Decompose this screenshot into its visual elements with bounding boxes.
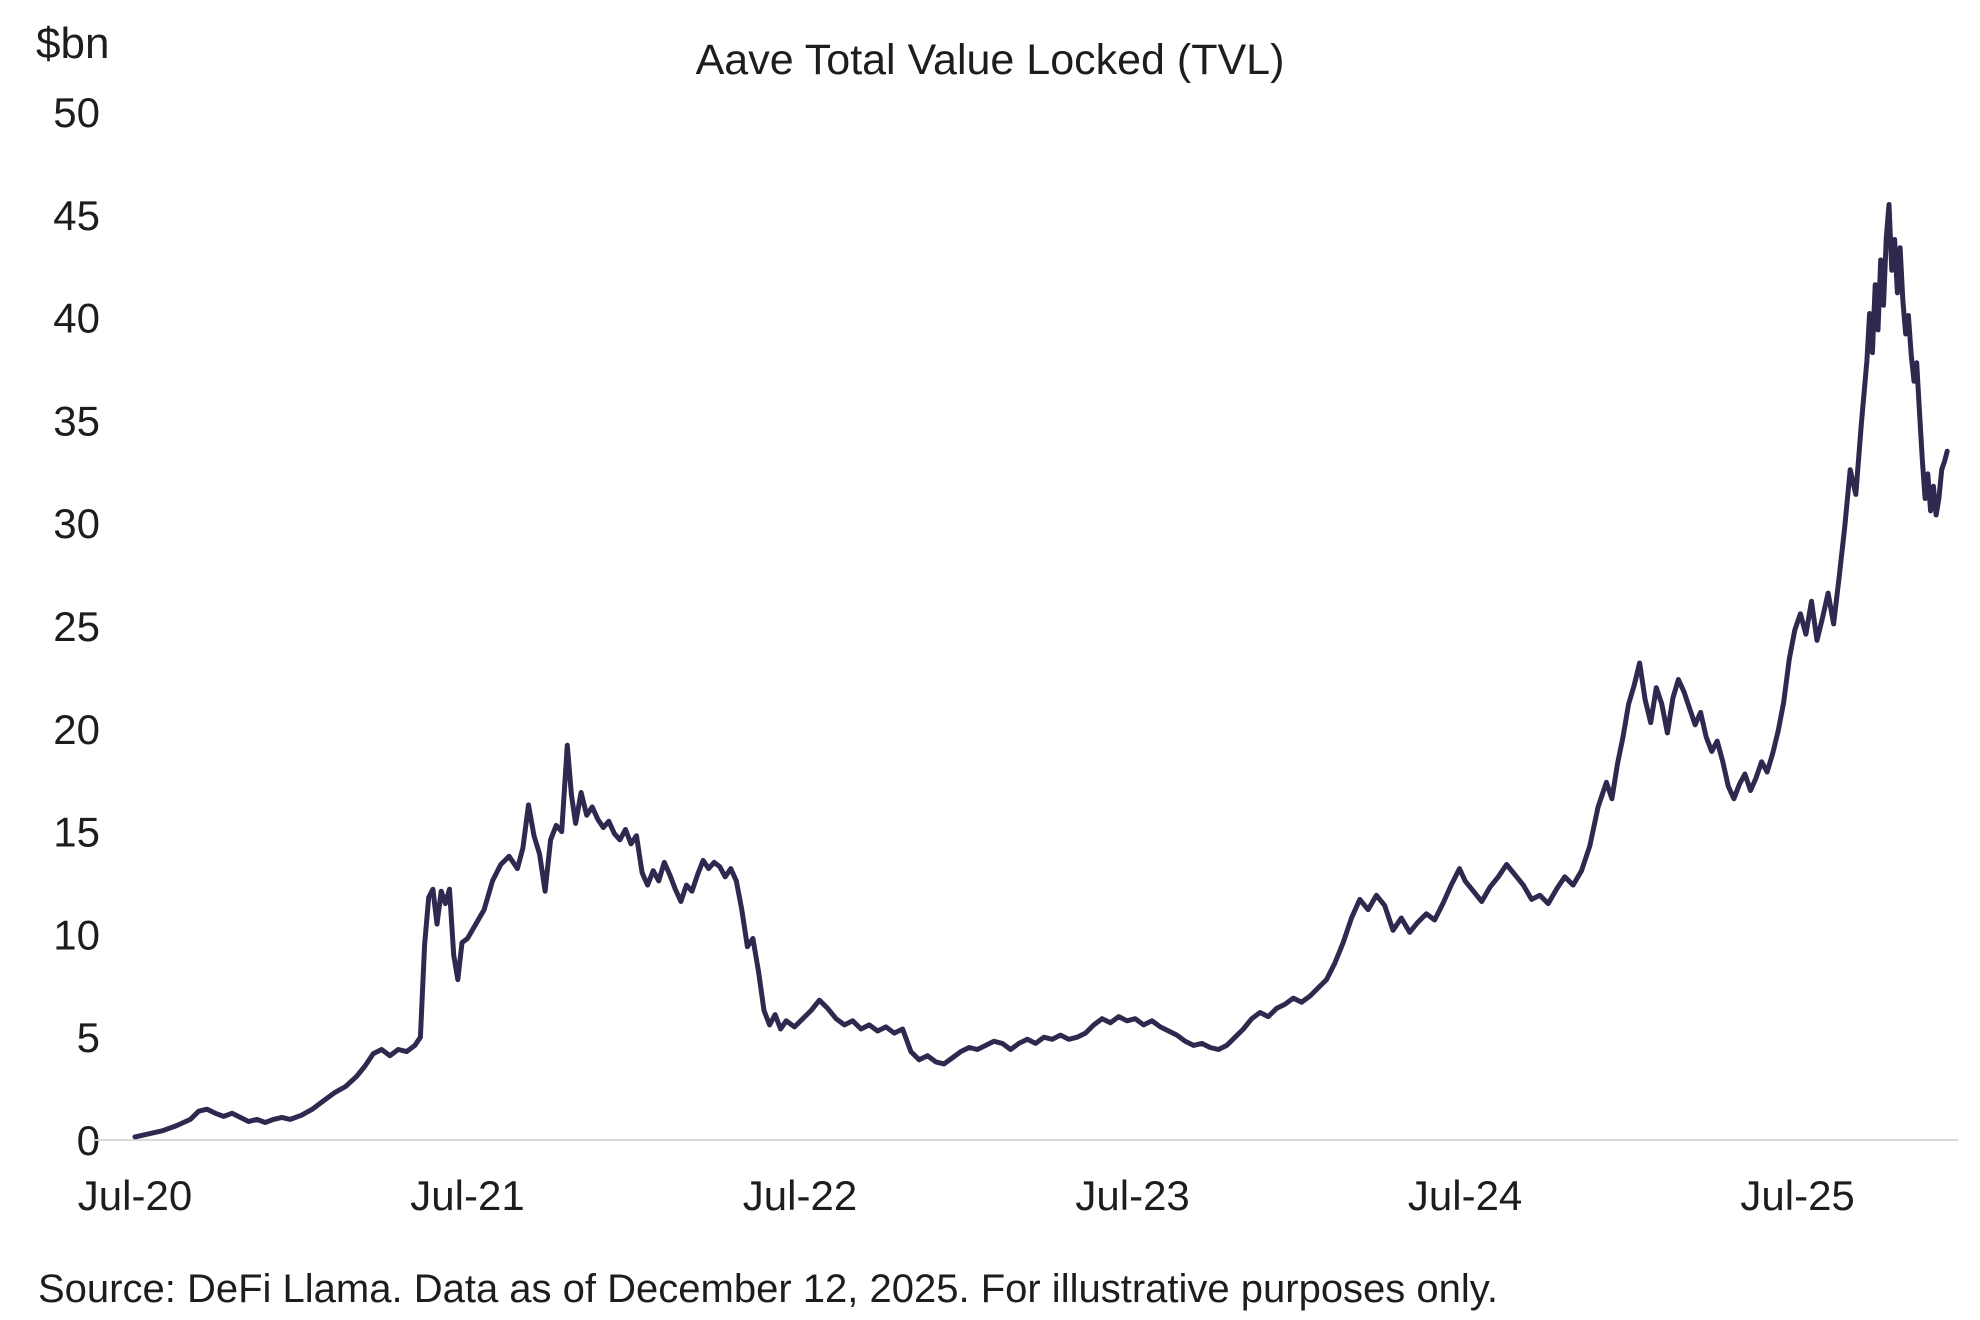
y-tick-label: 25 [53, 603, 100, 650]
y-tick-label: 10 [53, 911, 100, 958]
x-tick-label: Jul-21 [410, 1172, 524, 1219]
source-note: Source: DeFi Llama. Data as of December … [38, 1267, 1498, 1311]
y-tick-label: 0 [77, 1117, 100, 1164]
y-tick-label: 20 [53, 706, 100, 753]
y-tick-label: 30 [53, 500, 100, 547]
y-tick-label: 15 [53, 809, 100, 856]
x-axis-tick-labels: Jul-20 Jul-21 Jul-22 Jul-23 Jul-24 Jul-25 [78, 1172, 1855, 1219]
y-tick-label: 50 [53, 89, 100, 136]
tvl-line-series [132, 202, 1950, 1140]
x-tick-label: Jul-25 [1740, 1172, 1854, 1219]
chart-title: Aave Total Value Locked (TVL) [696, 36, 1285, 84]
y-tick-label: 5 [77, 1014, 100, 1061]
x-tick-label: Jul-24 [1408, 1172, 1522, 1219]
y-axis-tick-labels: 0 5 10 15 20 25 30 35 40 45 50 [53, 89, 100, 1164]
x-tick-label: Jul-23 [1075, 1172, 1189, 1219]
y-tick-label: 40 [53, 295, 100, 342]
x-tick-label: Jul-22 [743, 1172, 857, 1219]
x-tick-label: Jul-20 [78, 1172, 192, 1219]
y-axis-unit-label: $bn [36, 19, 109, 68]
y-tick-label: 35 [53, 397, 100, 444]
y-tick-label: 45 [53, 192, 100, 239]
